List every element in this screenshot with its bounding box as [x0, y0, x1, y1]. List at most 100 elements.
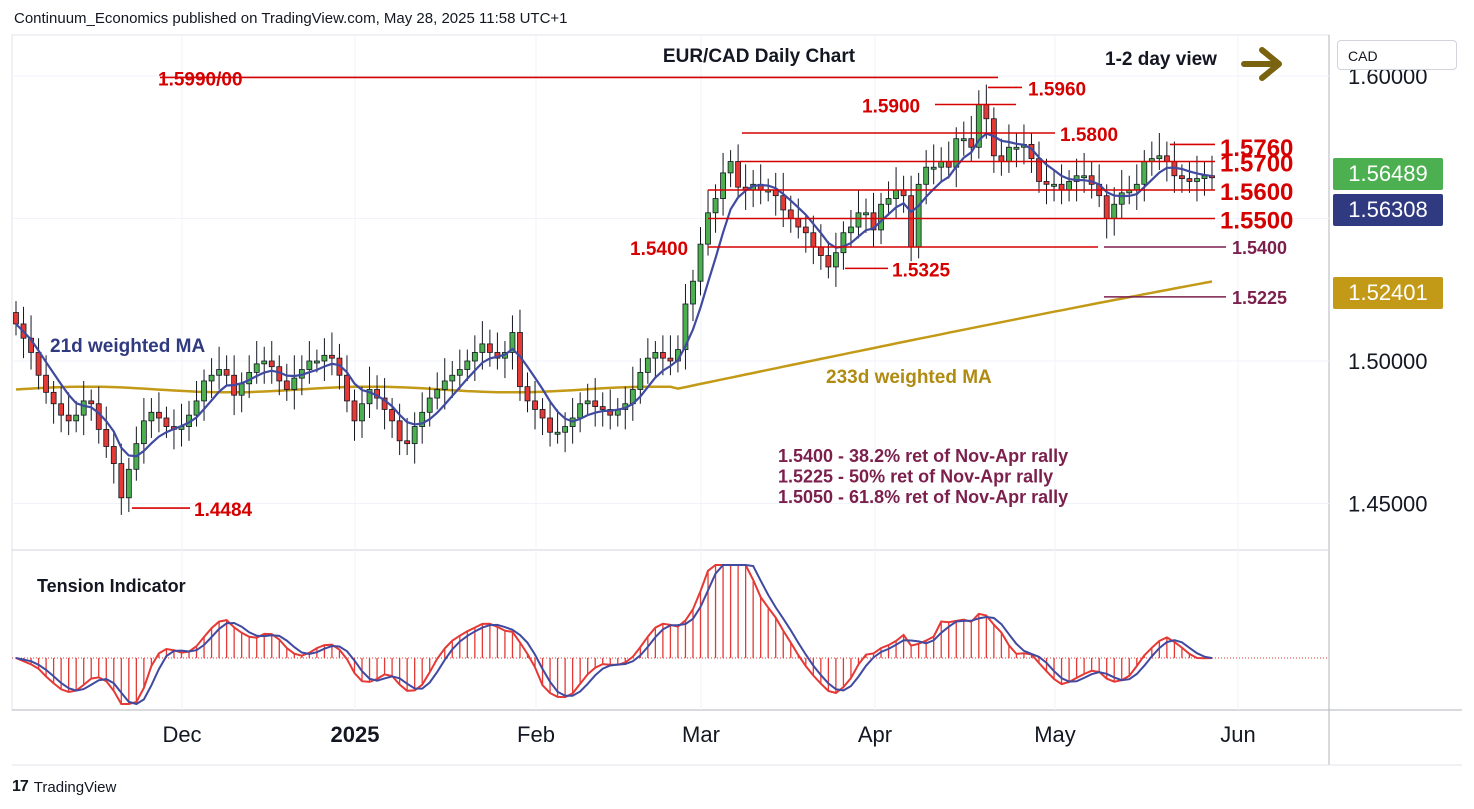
candle — [667, 357, 674, 362]
candle — [329, 354, 335, 359]
candle — [524, 386, 531, 402]
tradingview-logo-icon: 17 — [12, 778, 29, 795]
fib-note: 1.5050 - 61.8% ret of Nov-Apr rally — [778, 487, 1068, 507]
candle — [923, 166, 930, 185]
candle — [780, 195, 787, 211]
candle — [253, 363, 260, 373]
candle — [1133, 183, 1140, 191]
candle — [599, 406, 606, 410]
candle — [878, 203, 884, 231]
candle — [1006, 146, 1012, 162]
candle — [351, 400, 358, 422]
candle — [727, 161, 734, 174]
candle — [419, 411, 426, 427]
candle — [50, 391, 57, 405]
candle — [1163, 155, 1170, 162]
x-tick-label: Feb — [517, 722, 555, 747]
publisher-header: Continuum_Economics published on Trading… — [14, 10, 568, 27]
currency-selector[interactable]: CAD — [1337, 40, 1457, 70]
candle — [13, 312, 19, 325]
ma233-price-tag: 1.52401 — [1333, 277, 1443, 309]
y-tick-label: 1.50000 — [1348, 349, 1428, 374]
candle — [1013, 146, 1020, 150]
candle — [938, 161, 945, 168]
level-1-4484-label: 1.4484 — [194, 500, 253, 521]
level-1-5960-label: 1.5960 — [1028, 79, 1086, 100]
candle — [193, 400, 200, 416]
candle — [900, 189, 907, 197]
candle — [1051, 183, 1057, 187]
candle — [547, 417, 553, 433]
candle — [321, 354, 328, 362]
candle — [125, 468, 132, 499]
candle — [840, 232, 847, 254]
candle — [261, 360, 268, 365]
candle — [156, 411, 162, 419]
chart-title: EUR/CAD Daily Chart — [663, 46, 856, 67]
candle — [1111, 203, 1118, 219]
candle — [306, 360, 313, 370]
candle — [389, 409, 396, 422]
level-1-5800-label: 1.5800 — [1060, 125, 1118, 146]
indicator-label: Tension Indicator — [37, 576, 186, 596]
candle — [817, 246, 824, 256]
candle — [682, 303, 689, 350]
candle — [855, 212, 862, 228]
candle — [344, 374, 350, 402]
candle — [592, 400, 599, 407]
candle — [43, 374, 49, 393]
x-tick-label: Apr — [858, 722, 892, 747]
level-1-5400-label: 1.5400 — [630, 239, 688, 260]
candle — [359, 403, 365, 422]
candle — [1058, 183, 1065, 191]
candle — [1118, 192, 1125, 205]
candle — [863, 212, 869, 216]
candle — [577, 403, 584, 419]
candle — [983, 104, 990, 120]
candle — [1081, 175, 1088, 179]
candle — [456, 369, 463, 376]
candle — [1141, 161, 1148, 185]
level-1-5325-label: 1.5325 — [892, 260, 951, 281]
candle — [73, 414, 80, 422]
candle — [1179, 175, 1185, 179]
candle — [832, 252, 839, 268]
candle — [223, 369, 230, 376]
candle — [449, 374, 456, 382]
candle — [283, 380, 290, 390]
candle — [735, 161, 742, 188]
y-tick-label: 1.45000 — [1348, 492, 1428, 517]
indicator-red-line — [15, 564, 1213, 705]
candle — [486, 343, 493, 353]
candle — [396, 420, 403, 442]
candle — [659, 352, 666, 359]
candle — [479, 343, 486, 353]
candle — [208, 374, 215, 382]
indicator-blue-line — [15, 564, 1213, 706]
candle — [825, 255, 832, 268]
candle — [366, 389, 373, 405]
ma21-label: 21d weighted MA — [50, 336, 205, 357]
fib-1-5400-label: 1.5400 — [1232, 238, 1287, 258]
candle — [893, 189, 899, 199]
level-1-5760-label: 1.5760 — [1220, 135, 1293, 162]
view-note: 1-2 day view — [1105, 49, 1217, 70]
candle — [426, 397, 433, 413]
ma21-price-tag: 1.56308 — [1333, 194, 1443, 226]
candle — [697, 243, 704, 282]
candle — [103, 428, 110, 447]
right-arrow-icon — [1241, 47, 1282, 81]
candle — [945, 161, 952, 168]
level-1-5600-label: 1.5600 — [1220, 179, 1293, 206]
candle — [313, 360, 320, 364]
candle — [411, 426, 418, 445]
candle — [1043, 181, 1050, 185]
footer-brand[interactable]: TradingView — [33, 778, 117, 796]
candle — [1186, 178, 1193, 182]
candle — [712, 198, 719, 214]
candle — [381, 397, 388, 410]
candle — [35, 352, 42, 376]
x-tick-label: Jun — [1220, 722, 1255, 747]
candle — [1156, 155, 1163, 160]
